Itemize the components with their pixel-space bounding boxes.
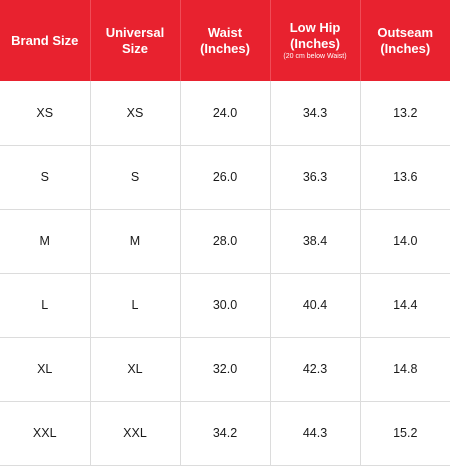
table-row: L L 30.0 40.4 14.4 [0, 272, 450, 338]
table-body: XS XS 24.0 34.3 13.2 S S 26.0 36.3 13.6 … [0, 81, 450, 466]
cell-low-hip: 38.4 [269, 208, 361, 274]
cell-low-hip: 42.3 [269, 336, 361, 402]
cell-waist: 26.0 [179, 144, 271, 210]
header-outseam: Outseam (Inches) [359, 0, 450, 81]
cell-low-hip: 34.3 [269, 81, 361, 146]
cell-brand-size: XS [0, 81, 91, 146]
cell-brand-size: M [0, 208, 91, 274]
table-row: XS XS 24.0 34.3 13.2 [0, 81, 450, 146]
cell-universal-size: S [89, 144, 181, 210]
cell-waist: 28.0 [179, 208, 271, 274]
cell-outseam: 13.2 [359, 81, 450, 146]
header-outseam-unit: (Inches) [380, 40, 431, 56]
cell-outseam: 14.4 [359, 272, 450, 338]
table-row: XL XL 32.0 42.3 14.8 [0, 336, 450, 402]
cell-outseam: 14.0 [359, 208, 450, 274]
header-universal-size: Universal Size [89, 0, 181, 81]
header-universal-size-label: Universal Size [105, 24, 165, 56]
cell-waist: 32.0 [179, 336, 271, 402]
table-row: M M 28.0 38.4 14.0 [0, 208, 450, 274]
cell-waist: 34.2 [179, 400, 271, 466]
header-waist: Waist (Inches) [179, 0, 271, 81]
cell-outseam: 14.8 [359, 336, 450, 402]
header-outseam-label: Outseam [377, 24, 434, 40]
cell-universal-size: XXL [89, 400, 181, 466]
cell-low-hip: 40.4 [269, 272, 361, 338]
cell-brand-size: L [0, 272, 91, 338]
header-brand-size: Brand Size [0, 0, 91, 81]
header-waist-label: Waist [207, 24, 243, 40]
cell-universal-size: L [89, 272, 181, 338]
header-brand-size-label: Brand Size [11, 32, 79, 48]
cell-brand-size: XL [0, 336, 91, 402]
cell-waist: 24.0 [179, 81, 271, 146]
header-low-hip-note: (20 cm below Waist) [283, 53, 347, 60]
cell-universal-size: M [89, 208, 181, 274]
header-low-hip-label: Low Hip [289, 20, 341, 35]
cell-universal-size: XL [89, 336, 181, 402]
cell-universal-size: XS [89, 81, 181, 146]
header-waist-unit: (Inches) [200, 40, 250, 56]
header-row: Brand Size Universal Size Waist (Inches)… [0, 0, 450, 81]
header-low-hip: Low Hip (Inches) (20 cm below Waist) [269, 0, 361, 81]
cell-outseam: 15.2 [359, 400, 450, 466]
table-row: S S 26.0 36.3 13.6 [0, 144, 450, 210]
cell-low-hip: 36.3 [269, 144, 361, 210]
cell-outseam: 13.6 [359, 144, 450, 210]
cell-brand-size: S [0, 144, 91, 210]
table-row: XXL XXL 34.2 44.3 15.2 [0, 400, 450, 466]
header-low-hip-unit: (Inches) [290, 36, 340, 51]
cell-brand-size: XXL [0, 400, 91, 466]
cell-waist: 30.0 [179, 272, 271, 338]
table-header: Brand Size Universal Size Waist (Inches)… [0, 0, 450, 81]
cell-low-hip: 44.3 [269, 400, 361, 466]
